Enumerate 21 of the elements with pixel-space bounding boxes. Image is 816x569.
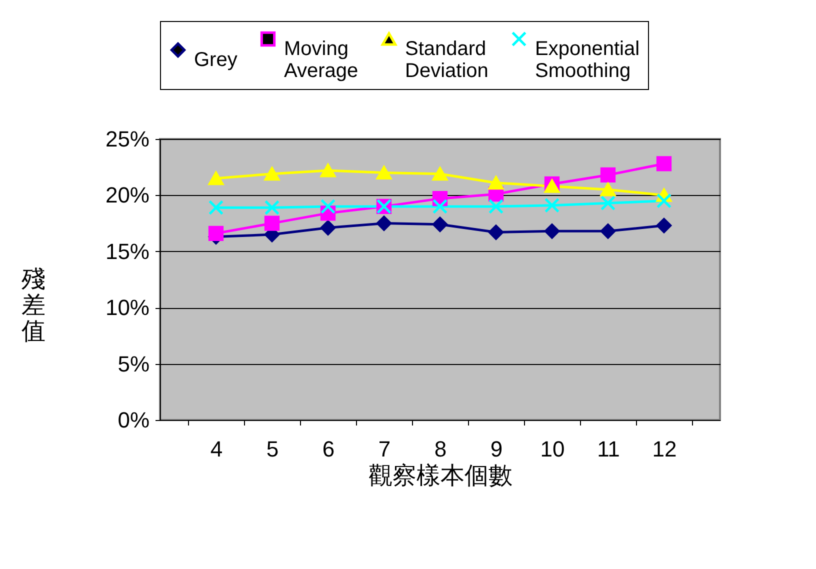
y-tick-label: 20%: [105, 182, 150, 208]
y-tick-label: 25%: [105, 126, 150, 152]
x-tick-label: 10: [540, 436, 565, 462]
y-tick-label: 15%: [105, 238, 150, 264]
x-tick-label: 7: [378, 436, 391, 462]
y-tick-label: 5%: [118, 351, 150, 376]
legend-label: Grey: [194, 49, 238, 71]
legend-label: Moving Average: [284, 38, 358, 82]
x-tick-label: 5: [266, 436, 279, 462]
y-tick-label: 0%: [118, 408, 150, 432]
x-tick-label: 4: [210, 436, 223, 462]
x-tick-label: 8: [434, 436, 447, 462]
x-tick-label: 9: [490, 436, 503, 462]
x-tick-label: 12: [652, 436, 677, 462]
y-axis-title: 殘差值: [21, 266, 46, 345]
y-tick-label: 10%: [105, 295, 150, 320]
x-tick-label: 11: [597, 436, 620, 462]
x-tick-label: 6: [322, 436, 335, 462]
legend-label: Exponential Smoothing: [535, 38, 640, 82]
x-axis-title: 觀察樣本個數: [368, 462, 512, 490]
legend-label: Standard Deviation: [405, 38, 488, 82]
